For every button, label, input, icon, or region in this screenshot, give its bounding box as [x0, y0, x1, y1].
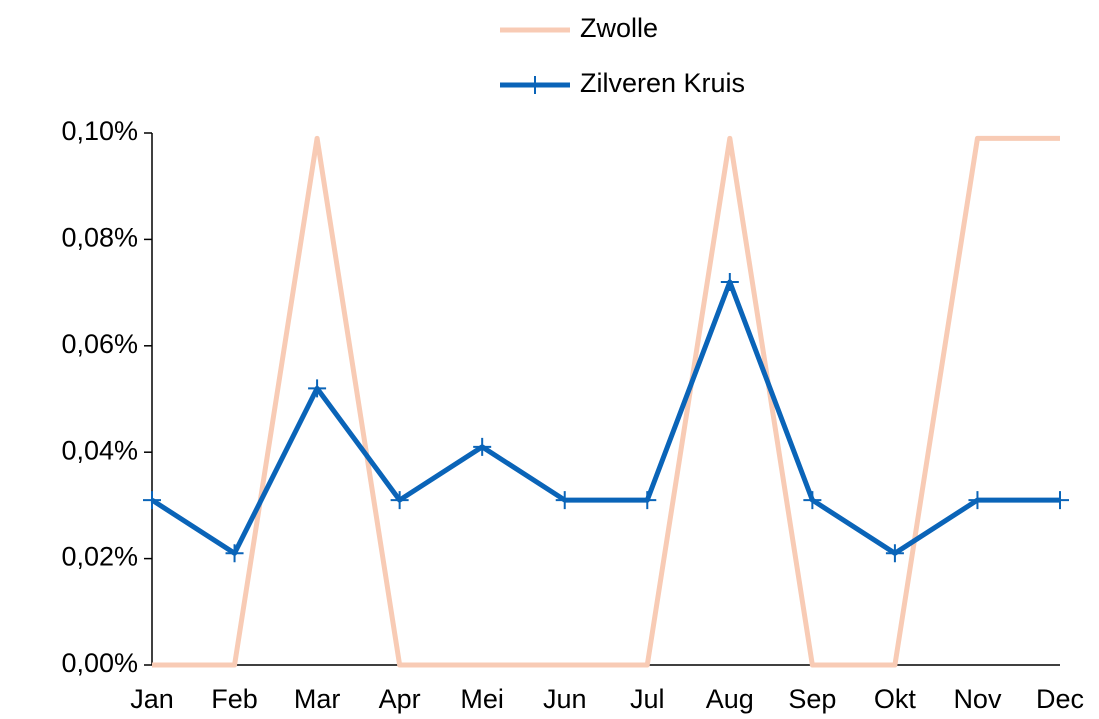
- point-marker: [473, 437, 492, 456]
- y-tick-label: 0,00%: [61, 648, 138, 678]
- point-marker: [803, 491, 822, 510]
- x-tick-label: Apr: [379, 684, 421, 714]
- y-tick-label: 0,02%: [61, 542, 138, 572]
- point-marker: [1051, 491, 1069, 510]
- x-tick-label: Feb: [211, 684, 258, 714]
- x-tick-label: Mar: [294, 684, 341, 714]
- y-tick-label: 0,04%: [61, 435, 138, 465]
- x-tick-label: Jun: [543, 684, 587, 714]
- point-marker: [143, 491, 161, 510]
- point-marker: [638, 491, 657, 510]
- x-tick-label: Jul: [630, 684, 665, 714]
- series-line: [152, 135, 1060, 668]
- point-marker: [885, 544, 904, 563]
- x-tick-label: Jan: [130, 684, 174, 714]
- x-tick-label: Mei: [460, 684, 504, 714]
- legend-label: Zwolle: [580, 13, 658, 43]
- legend-label: Zilveren Kruis: [580, 68, 745, 98]
- y-tick-label: 0,08%: [61, 223, 138, 253]
- x-tick-label: Sep: [788, 684, 836, 714]
- point-marker: [308, 379, 327, 398]
- legend-marker: [526, 76, 544, 94]
- y-tick-label: 0,10%: [61, 116, 138, 146]
- series-line: [150, 279, 1060, 556]
- point-marker: [225, 544, 244, 563]
- point-marker: [968, 491, 987, 510]
- x-tick-label: Nov: [953, 684, 1002, 714]
- x-tick-label: Aug: [706, 684, 754, 714]
- point-marker: [720, 272, 739, 291]
- x-tick-label: Dec: [1036, 684, 1084, 714]
- x-tick-label: Okt: [874, 684, 917, 714]
- y-tick-label: 0,06%: [61, 329, 138, 359]
- point-marker: [555, 491, 574, 510]
- point-marker: [390, 491, 409, 510]
